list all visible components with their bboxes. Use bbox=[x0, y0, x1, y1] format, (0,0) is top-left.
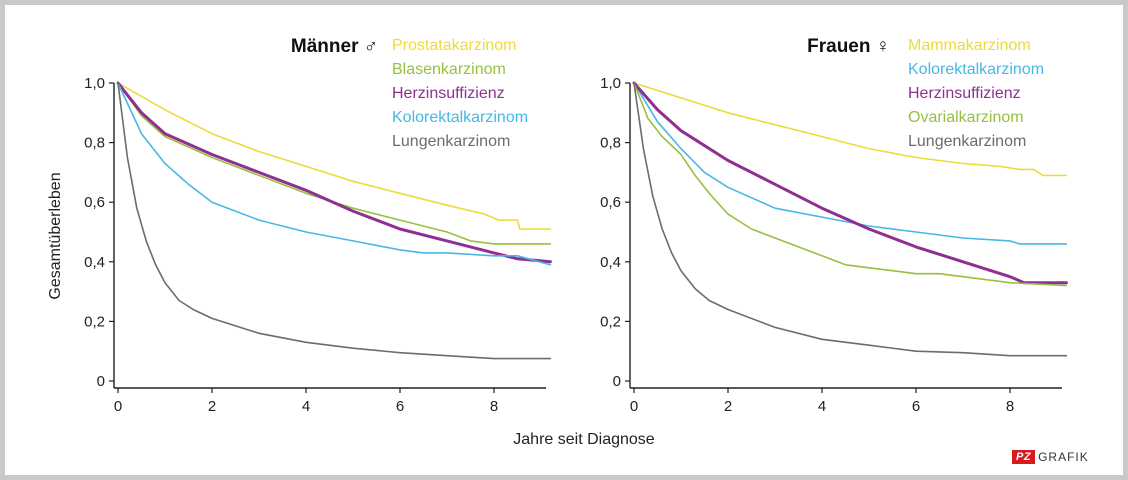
legend-entry: Herzinsuffizienz bbox=[392, 85, 505, 102]
x-tick-label: 2 bbox=[724, 398, 732, 415]
legend-entry: Lungenkarzinom bbox=[908, 133, 1026, 150]
series-line-herzinsuffizienz bbox=[632, 81, 1068, 285]
legend-entry: Mammakarzinom bbox=[908, 37, 1031, 54]
series-line-lungenkarzinom bbox=[117, 82, 552, 360]
series-line-lungenkarzinom bbox=[633, 82, 1068, 357]
y-tick-label: 0 bbox=[613, 373, 621, 390]
x-tick-label: 6 bbox=[912, 398, 920, 415]
panel-title: Männer ♂ bbox=[291, 36, 378, 57]
x-tick-label: 6 bbox=[396, 398, 404, 415]
y-tick-label: 0,6 bbox=[84, 194, 105, 211]
y-tick-label: 0,4 bbox=[84, 254, 105, 271]
y-tick-label: 0,2 bbox=[84, 313, 105, 330]
x-tick-label: 2 bbox=[208, 398, 216, 415]
x-tick-label: 0 bbox=[630, 398, 638, 415]
legend-entry: Herzinsuffizienz bbox=[908, 85, 1021, 102]
x-tick-label: 4 bbox=[818, 398, 826, 415]
y-tick-label: 0,8 bbox=[600, 135, 621, 152]
series-line-kolorektalkarzinom bbox=[633, 82, 1068, 245]
pz-logo-mark: PZ bbox=[1012, 450, 1036, 464]
y-tick-label: 1,0 bbox=[84, 75, 105, 92]
series-line-mammakarzinom bbox=[633, 82, 1068, 177]
series-line-prostatakarzinom bbox=[117, 82, 552, 230]
panel-maenner: 0 0,2 0,4 0,6 0,8 1,0 0 2 4 6 8 Männer ♂ Prostatakar… bbox=[84, 36, 552, 415]
series-line-blasenkarzinom bbox=[117, 82, 552, 245]
pz-logo-text: GRAFIK bbox=[1038, 450, 1089, 464]
x-tick-label: 0 bbox=[114, 398, 122, 415]
x-axis-label: Jahre seit Diagnose bbox=[513, 431, 655, 448]
legend-entry: Ovarialkarzinom bbox=[908, 109, 1024, 126]
y-tick-label: 0,4 bbox=[600, 254, 621, 271]
y-tick-label: 0 bbox=[97, 373, 105, 390]
y-tick-label: 0,6 bbox=[600, 194, 621, 211]
series-line-herzinsuffizienz bbox=[116, 81, 552, 264]
panel-frauen: 0 0,2 0,4 0,6 0,8 1,0 0 2 4 6 8 Frauen ♀ Mammakarzin… bbox=[600, 36, 1068, 415]
x-tick-label: 8 bbox=[490, 398, 498, 415]
y-tick-label: 0,8 bbox=[84, 135, 105, 152]
legend-entry: Blasenkarzinom bbox=[392, 61, 506, 78]
y-tick-label: 1,0 bbox=[600, 75, 621, 92]
legend-entry: Kolorektalkarzinom bbox=[908, 61, 1044, 78]
y-tick-label: 0,2 bbox=[600, 313, 621, 330]
x-tick-label: 4 bbox=[302, 398, 310, 415]
x-tick-label: 8 bbox=[1006, 398, 1014, 415]
legend-entry: Prostatakarzinom bbox=[392, 37, 517, 54]
legend-entry: Kolorektalkarzinom bbox=[392, 109, 528, 126]
series-line-kolorektalkarzinom bbox=[117, 82, 552, 266]
pz-grafik-logo: PZ GRAFIK bbox=[1012, 448, 1089, 466]
y-axis-label: Gesamtüberleben bbox=[47, 172, 64, 299]
series-line-ovarialkarzinom bbox=[633, 82, 1068, 287]
panel-title: Frauen ♀ bbox=[807, 36, 890, 57]
legend-entry: Lungenkarzinom bbox=[392, 133, 510, 150]
